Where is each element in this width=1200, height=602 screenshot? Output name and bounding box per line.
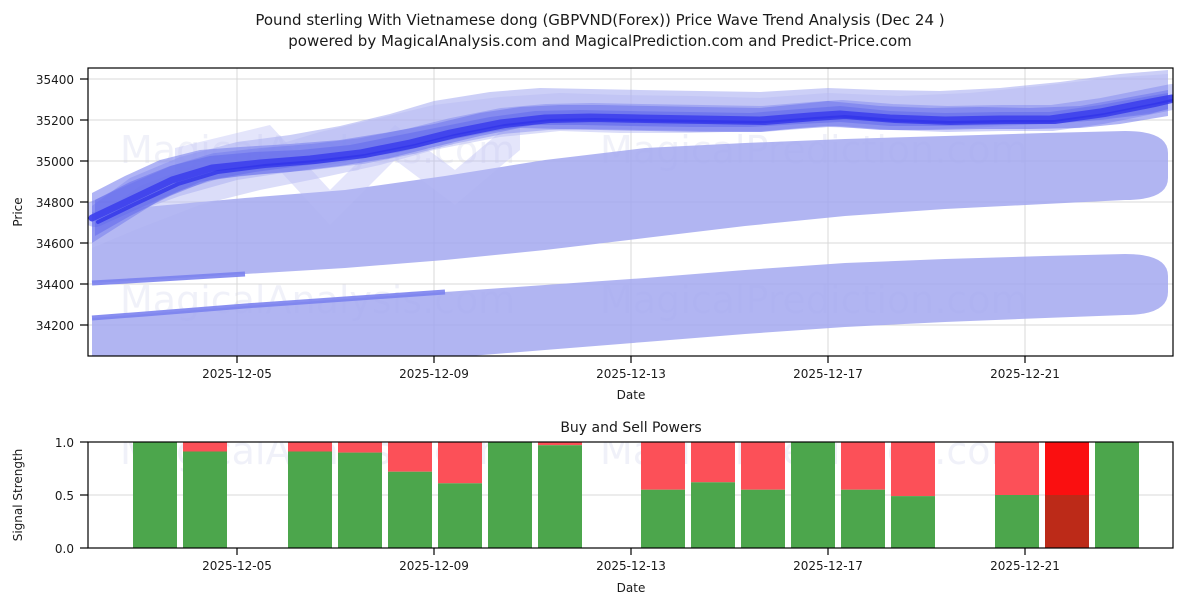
trend-line-support bbox=[91, 271, 246, 286]
y-tick-label: 34800 bbox=[36, 196, 74, 210]
bar-group bbox=[741, 442, 785, 548]
y-tick-label: 35200 bbox=[36, 114, 74, 128]
bar-buy bbox=[741, 489, 785, 548]
y-tick-label: 34400 bbox=[36, 278, 74, 292]
x-tick-label: 2025-12-17 bbox=[793, 559, 863, 573]
title-line-1: Pound sterling With Vietnamese dong (GBP… bbox=[255, 11, 945, 29]
trend-line-main bbox=[88, 94, 1173, 222]
bar-sell bbox=[841, 442, 885, 490]
bar-group bbox=[995, 442, 1039, 548]
bar-group bbox=[133, 442, 177, 548]
y-tick-label: 34200 bbox=[36, 319, 74, 333]
band-w-artifact bbox=[175, 115, 520, 225]
y-tick-label: 1.0 bbox=[55, 436, 74, 450]
trend-line-secondary bbox=[91, 289, 446, 321]
bar-group bbox=[438, 442, 482, 548]
bar-buy bbox=[841, 489, 885, 548]
bar-buy bbox=[538, 445, 582, 548]
main-x-ticklabels: 2025-12-05 2025-12-09 2025-12-13 2025-12… bbox=[202, 367, 1060, 381]
bar-group bbox=[183, 442, 227, 548]
wave-bands bbox=[88, 70, 1173, 356]
trend-line-core bbox=[96, 99, 1173, 224]
band-inner bbox=[92, 90, 1168, 243]
x-tick-label: 2025-12-21 bbox=[990, 559, 1060, 573]
power-bars bbox=[133, 442, 1139, 548]
bar-group bbox=[388, 442, 432, 548]
bar-buy bbox=[1095, 442, 1139, 548]
power-x-ticklabels: 2025-12-05 2025-12-09 2025-12-13 2025-12… bbox=[202, 559, 1060, 573]
bar-buy bbox=[641, 489, 685, 548]
bar-sell bbox=[891, 442, 935, 497]
x-tick-label: 2025-12-21 bbox=[990, 367, 1060, 381]
y-tick-label: 0.5 bbox=[55, 489, 74, 503]
page-title: Pound sterling With Vietnamese dong (GBP… bbox=[0, 10, 1200, 52]
trend-halo bbox=[88, 84, 1173, 227]
main-x-axis-label: Date bbox=[617, 388, 646, 402]
power-chart-title: Buy and Sell Powers bbox=[560, 420, 701, 436]
buy-sell-powers-chart: Buy and Sell Powers MagicalAnalysis.com … bbox=[11, 420, 1174, 595]
y-tick-label: 0.0 bbox=[55, 542, 74, 556]
bar-group bbox=[791, 442, 835, 548]
bar-sell bbox=[338, 442, 382, 453]
bar-sell bbox=[691, 442, 735, 483]
x-tick-label: 2025-12-05 bbox=[202, 367, 272, 381]
bar-buy bbox=[438, 483, 482, 548]
bar-group bbox=[488, 442, 532, 548]
bar-group bbox=[1045, 442, 1089, 548]
bar-sell bbox=[288, 442, 332, 452]
bar-group bbox=[641, 442, 685, 548]
band-lower-channel bbox=[92, 254, 1168, 356]
power-y-ticklabels: 1.0 0.5 0.0 bbox=[55, 436, 74, 556]
bar-buy bbox=[133, 442, 177, 548]
bar-buy bbox=[791, 442, 835, 548]
main-y-axis-label: Price bbox=[11, 197, 25, 226]
bar-buy bbox=[183, 451, 227, 548]
y-tick-label: 35400 bbox=[36, 73, 74, 87]
bar-group bbox=[288, 442, 332, 548]
bar-buy-strong bbox=[1045, 495, 1089, 548]
bar-group bbox=[691, 442, 735, 548]
bar-buy bbox=[288, 451, 332, 548]
band-support-channel bbox=[92, 131, 1168, 283]
bar-group bbox=[1095, 442, 1139, 548]
main-y-ticklabels: 35400 35200 35000 34800 34600 34400 3420… bbox=[36, 73, 74, 333]
bar-group bbox=[338, 442, 382, 548]
bar-buy bbox=[891, 496, 935, 548]
bar-sell bbox=[183, 442, 227, 452]
bar-sell bbox=[388, 442, 432, 472]
power-y-axis bbox=[80, 441, 88, 549]
x-tick-label: 2025-12-13 bbox=[596, 559, 666, 573]
bar-group bbox=[891, 442, 935, 548]
bar-buy bbox=[995, 495, 1039, 548]
y-tick-label: 34600 bbox=[36, 237, 74, 251]
y-tick-label: 35000 bbox=[36, 155, 74, 169]
x-tick-label: 2025-12-09 bbox=[399, 559, 469, 573]
x-tick-label: 2025-12-13 bbox=[596, 367, 666, 381]
x-tick-label: 2025-12-05 bbox=[202, 559, 272, 573]
bar-sell bbox=[995, 442, 1039, 495]
power-x-axis bbox=[236, 548, 1026, 555]
main-y-axis bbox=[80, 78, 88, 326]
bar-buy bbox=[338, 452, 382, 548]
x-tick-label: 2025-12-09 bbox=[399, 367, 469, 381]
bar-buy bbox=[691, 482, 735, 548]
bar-sell bbox=[538, 442, 582, 446]
bar-sell bbox=[438, 442, 482, 484]
bar-buy bbox=[388, 471, 432, 548]
bar-buy bbox=[488, 442, 532, 548]
bar-group bbox=[538, 442, 582, 548]
bar-sell-strong bbox=[1045, 442, 1089, 495]
bar-sell bbox=[741, 442, 785, 490]
bar-sell bbox=[641, 442, 685, 490]
power-x-axis-label: Date bbox=[617, 581, 646, 595]
title-line-2: powered by MagicalAnalysis.com and Magic… bbox=[288, 32, 912, 50]
main-x-axis bbox=[236, 356, 1026, 363]
price-wave-chart: MagicalAnalysis.com MagicalPrediction.co… bbox=[11, 67, 1174, 402]
power-y-axis-label: Signal Strength bbox=[11, 449, 25, 542]
x-tick-label: 2025-12-17 bbox=[793, 367, 863, 381]
bar-group bbox=[841, 442, 885, 548]
